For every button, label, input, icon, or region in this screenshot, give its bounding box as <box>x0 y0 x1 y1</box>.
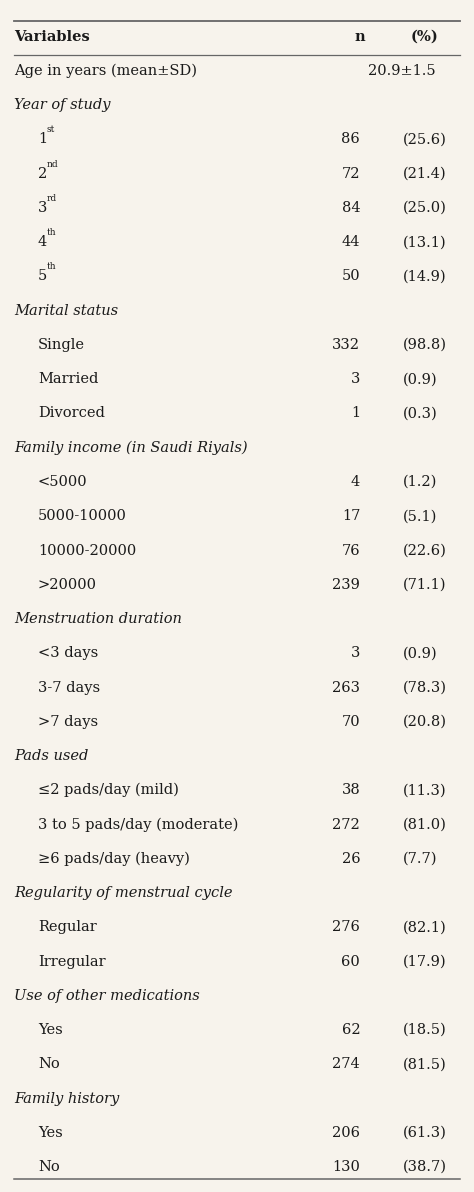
Text: (1.2): (1.2) <box>403 474 438 489</box>
Text: Family history: Family history <box>14 1092 119 1105</box>
Text: th: th <box>46 228 56 237</box>
Text: 26: 26 <box>342 852 360 865</box>
Text: Family income (in Saudi Riyals): Family income (in Saudi Riyals) <box>14 441 248 455</box>
Text: Married: Married <box>38 372 98 386</box>
Text: 4: 4 <box>38 235 47 249</box>
Text: (14.9): (14.9) <box>403 269 447 284</box>
Text: (98.8): (98.8) <box>403 339 447 352</box>
Text: <5000: <5000 <box>38 474 88 489</box>
Text: 4: 4 <box>351 474 360 489</box>
Text: 263: 263 <box>332 681 360 695</box>
Text: (18.5): (18.5) <box>403 1023 447 1037</box>
Text: 3: 3 <box>38 201 47 215</box>
Text: Yes: Yes <box>38 1125 63 1140</box>
Text: rd: rd <box>46 194 56 203</box>
Text: 276: 276 <box>332 920 360 935</box>
Text: n: n <box>355 30 365 44</box>
Text: 3: 3 <box>351 372 360 386</box>
Text: (0.3): (0.3) <box>403 406 438 421</box>
Text: (22.6): (22.6) <box>403 544 447 558</box>
Text: Single: Single <box>38 339 85 352</box>
Text: 5000-10000: 5000-10000 <box>38 509 127 523</box>
Text: 1: 1 <box>38 132 47 147</box>
Text: Age in years (mean±SD): Age in years (mean±SD) <box>14 64 197 79</box>
Text: <3 days: <3 days <box>38 646 98 660</box>
Text: 38: 38 <box>341 783 360 797</box>
Text: Regular: Regular <box>38 920 97 935</box>
Text: Marital status: Marital status <box>14 304 118 318</box>
Text: th: th <box>46 262 56 272</box>
Text: (25.6): (25.6) <box>403 132 447 147</box>
Text: 3 to 5 pads/day (moderate): 3 to 5 pads/day (moderate) <box>38 818 238 832</box>
Text: 130: 130 <box>332 1160 360 1174</box>
Text: 17: 17 <box>342 509 360 523</box>
Text: (11.3): (11.3) <box>403 783 447 797</box>
Text: ≤2 pads/day (mild): ≤2 pads/day (mild) <box>38 783 179 797</box>
Text: 60: 60 <box>341 955 360 969</box>
Text: ≥6 pads/day (heavy): ≥6 pads/day (heavy) <box>38 851 190 865</box>
Text: Irregular: Irregular <box>38 955 106 969</box>
Text: (%): (%) <box>410 30 438 44</box>
Text: 3: 3 <box>351 646 360 660</box>
Text: 62: 62 <box>342 1023 360 1037</box>
Text: (25.0): (25.0) <box>403 201 447 215</box>
Text: 239: 239 <box>332 578 360 591</box>
Text: (38.7): (38.7) <box>403 1160 447 1174</box>
Text: (17.9): (17.9) <box>403 955 447 969</box>
Text: (21.4): (21.4) <box>403 167 447 181</box>
Text: 3-7 days: 3-7 days <box>38 681 100 695</box>
Text: (7.7): (7.7) <box>403 852 438 865</box>
Text: 5: 5 <box>38 269 47 284</box>
Text: 272: 272 <box>332 818 360 832</box>
Text: 50: 50 <box>342 269 360 284</box>
Text: Variables: Variables <box>14 30 90 44</box>
Text: Menstruation duration: Menstruation duration <box>14 611 182 626</box>
Text: 86: 86 <box>341 132 360 147</box>
Text: nd: nd <box>46 160 58 168</box>
Text: No: No <box>38 1160 60 1174</box>
Text: 2: 2 <box>38 167 47 181</box>
Text: (81.5): (81.5) <box>403 1057 447 1072</box>
Text: (5.1): (5.1) <box>403 509 438 523</box>
Text: 44: 44 <box>342 235 360 249</box>
Text: 332: 332 <box>332 339 360 352</box>
Text: (71.1): (71.1) <box>403 578 447 591</box>
Text: 206: 206 <box>332 1125 360 1140</box>
Text: 1: 1 <box>351 406 360 421</box>
Text: >7 days: >7 days <box>38 715 98 728</box>
Text: (20.8): (20.8) <box>403 715 447 728</box>
Text: 72: 72 <box>342 167 360 181</box>
Text: Divorced: Divorced <box>38 406 105 421</box>
Text: No: No <box>38 1057 60 1072</box>
Text: 76: 76 <box>342 544 360 558</box>
Text: (0.9): (0.9) <box>403 646 438 660</box>
Text: Use of other medications: Use of other medications <box>14 989 200 1002</box>
Text: (81.0): (81.0) <box>403 818 447 832</box>
Text: (13.1): (13.1) <box>403 235 447 249</box>
Text: >20000: >20000 <box>38 578 97 591</box>
Text: (82.1): (82.1) <box>403 920 447 935</box>
Text: 84: 84 <box>342 201 360 215</box>
Text: Yes: Yes <box>38 1023 63 1037</box>
Text: Year of study: Year of study <box>14 98 111 112</box>
Text: Pads used: Pads used <box>14 749 89 763</box>
Text: 20.9±1.5: 20.9±1.5 <box>368 64 436 77</box>
Text: 70: 70 <box>342 715 360 728</box>
Text: 274: 274 <box>332 1057 360 1072</box>
Text: (78.3): (78.3) <box>403 681 447 695</box>
Text: (0.9): (0.9) <box>403 372 438 386</box>
Text: Regularity of menstrual cycle: Regularity of menstrual cycle <box>14 886 233 900</box>
Text: (61.3): (61.3) <box>403 1125 447 1140</box>
Text: 10000-20000: 10000-20000 <box>38 544 136 558</box>
Text: st: st <box>46 125 55 135</box>
